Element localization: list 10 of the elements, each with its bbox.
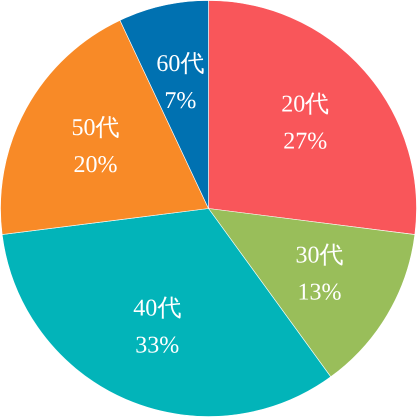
slice-label: 60代 [156,51,204,78]
data-label: 27% [283,128,328,155]
data-label: 13% [298,280,342,306]
slice-label: 40代 [133,295,182,322]
slice-label: 30代 [296,242,344,269]
data-label: 33% [135,332,180,358]
data-label: 7% [164,88,196,114]
slice-label: 50代 [71,114,120,141]
data-label: 20% [73,152,118,178]
slice-label: 20代 [281,92,330,118]
